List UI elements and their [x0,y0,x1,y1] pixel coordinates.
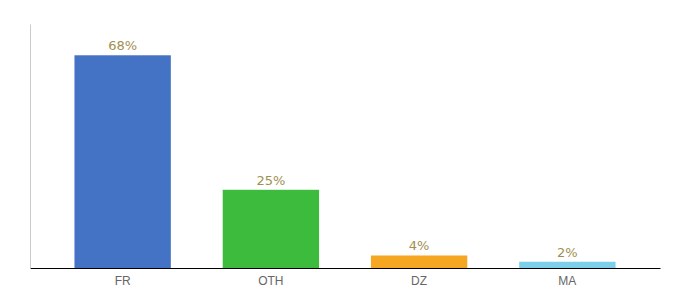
bar [74,55,170,268]
x-tick: MA [558,268,576,288]
x-axis-line [31,268,661,269]
x-tick: DZ [411,268,427,288]
x-tick-label: MA [558,274,576,288]
x-tick-label: FR [115,274,131,288]
data-label: 68% [108,38,137,53]
x-tick-label: DZ [411,274,427,288]
y-axis [30,25,31,269]
bar [519,262,615,268]
bar [223,190,319,268]
x-tick: OTH [258,268,283,288]
x-tick-label: OTH [258,274,283,288]
y-axis-line [30,25,31,269]
x-axis: FR OTH DZ MA [31,268,661,288]
data-labels: 68% 25% 4% 2% [108,38,577,259]
plot-area: 68% 25% 4% 2% FR OTH DZ MA [31,25,661,288]
x-tick: FR [115,268,131,288]
data-label: 25% [256,173,285,188]
bar [371,255,467,268]
data-label: 4% [409,238,430,253]
data-label: 2% [557,245,578,260]
chart-svg: 68% 25% 4% 2% FR OTH DZ MA [0,0,680,300]
chart-container: 68% 25% 4% 2% FR OTH DZ MA [0,0,680,300]
bars [74,55,615,268]
